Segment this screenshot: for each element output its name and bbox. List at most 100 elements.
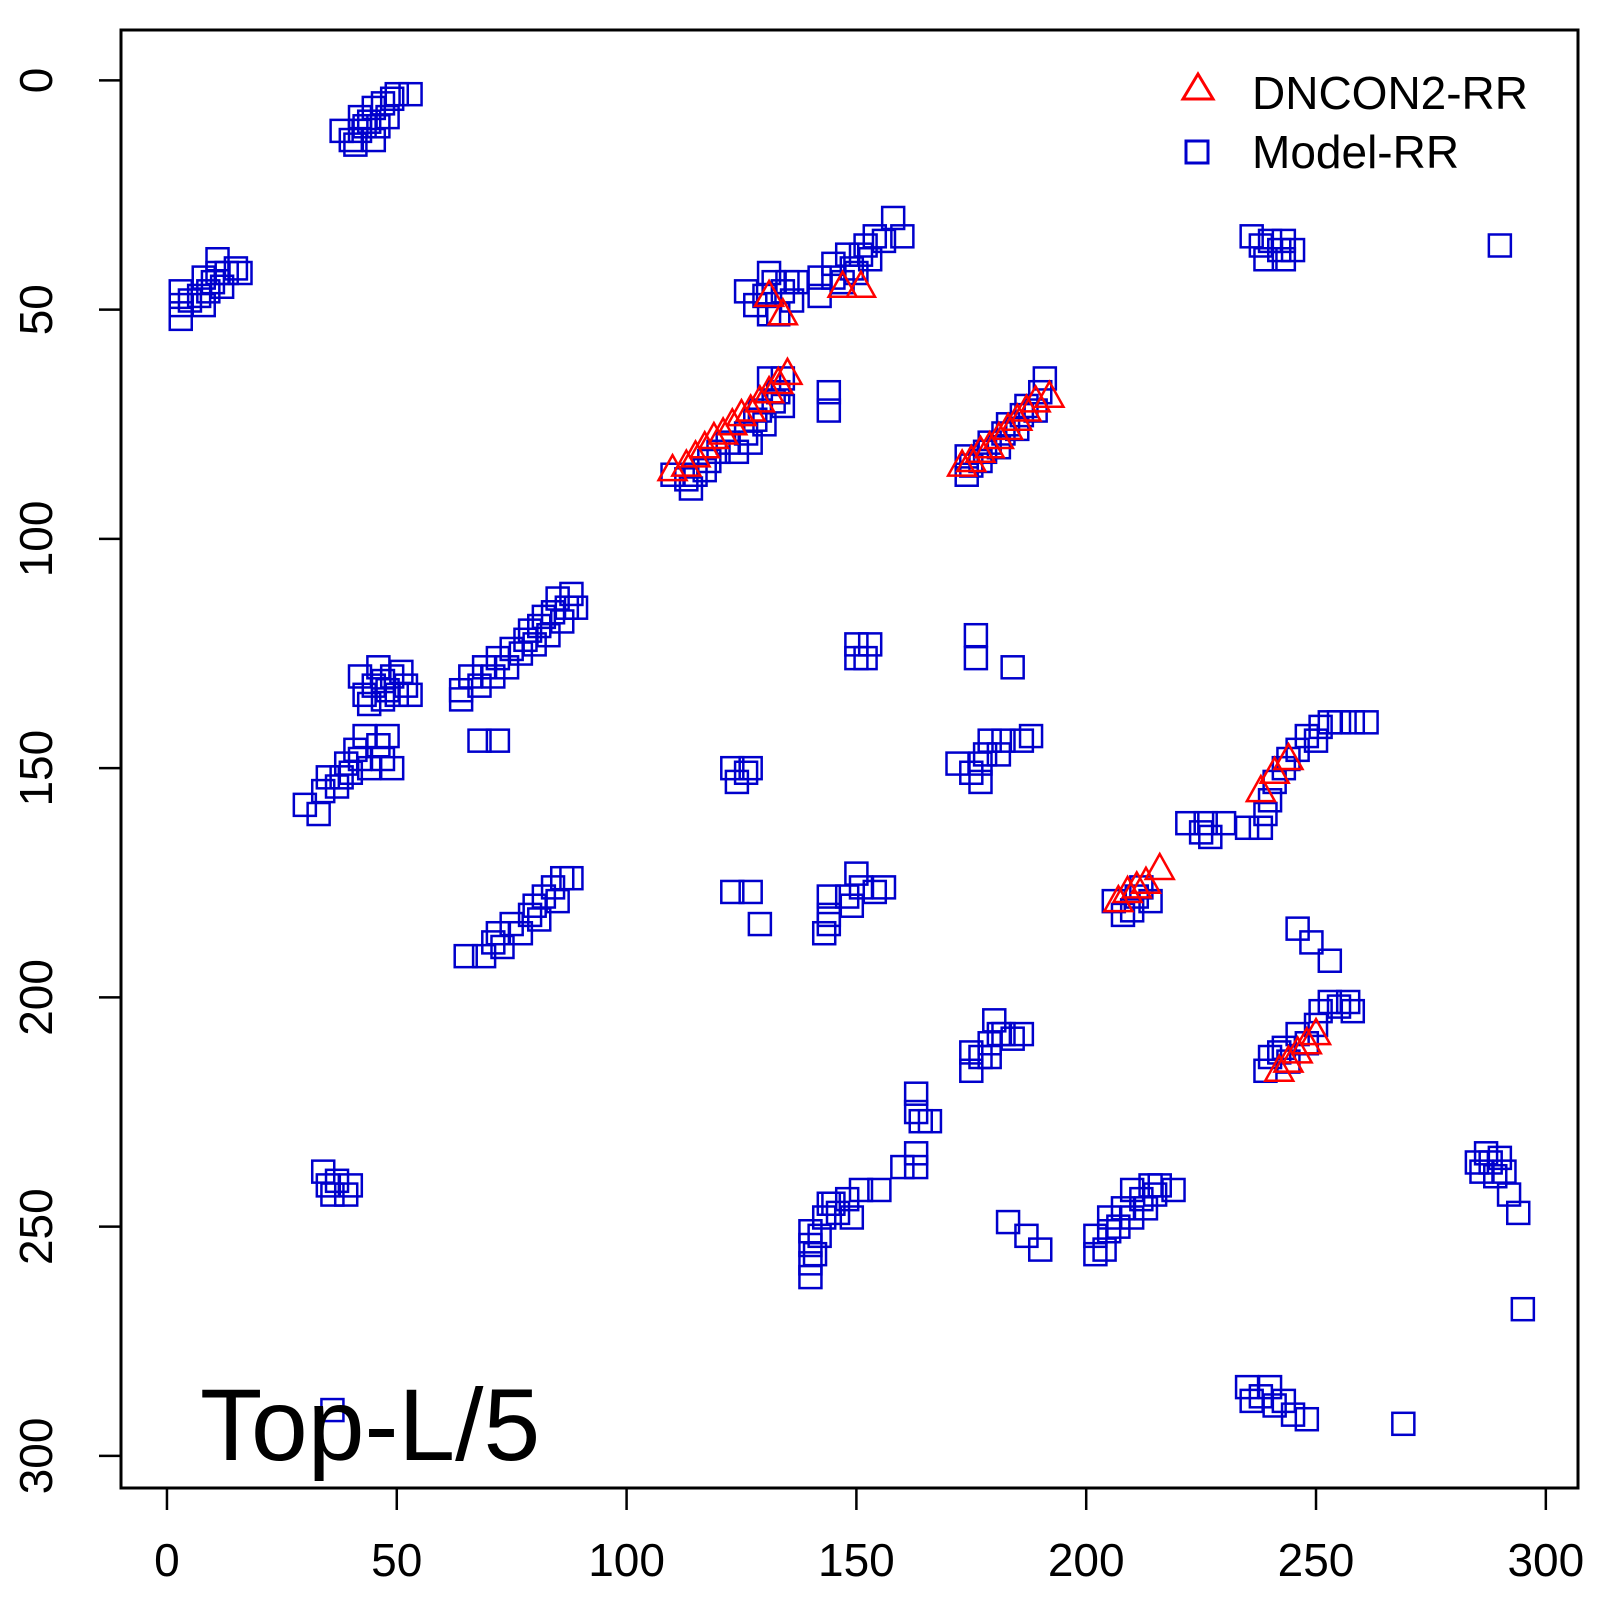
- model-rr-point: [825, 1200, 851, 1226]
- dncon2-rr-point: [1010, 392, 1043, 422]
- model-rr-point: [1009, 1021, 1035, 1047]
- model-rr-point: [1510, 1296, 1536, 1322]
- points-layer: [168, 81, 1536, 1437]
- model-rr-point: [1092, 1237, 1117, 1262]
- model-rr-point: [1487, 233, 1513, 258]
- model-rr-point: [816, 1191, 842, 1216]
- model-rr-point: [720, 879, 745, 905]
- dncon2-rr-point: [1033, 379, 1066, 409]
- model-rr-point: [1294, 723, 1320, 749]
- model-rr-point: [338, 1173, 364, 1198]
- model-rr-point: [991, 728, 1016, 753]
- model-rr-point: [968, 1044, 993, 1070]
- model-rr-point: [1188, 820, 1214, 845]
- model-rr-point: [1248, 815, 1274, 841]
- model-rr-point: [1326, 710, 1352, 735]
- model-rr-point: [1299, 930, 1324, 955]
- model-rr-point: [945, 751, 970, 776]
- y-tick-label: 300: [10, 1418, 62, 1495]
- dncon2-rr-point: [716, 406, 749, 436]
- model-rr-point: [1478, 1150, 1503, 1175]
- model-rr-point: [1303, 728, 1329, 753]
- model-rr-point: [1308, 998, 1333, 1024]
- y-tick-label: 150: [10, 730, 62, 807]
- model-rr-point: [1317, 948, 1343, 973]
- dncon2-rr-point: [688, 429, 721, 459]
- model-rr-point: [848, 242, 874, 267]
- model-rr-point: [347, 118, 373, 144]
- model-rr-point: [1257, 1374, 1283, 1400]
- model-rr-point: [963, 645, 989, 671]
- model-rr-point: [306, 801, 331, 827]
- model-rr-point: [214, 260, 239, 286]
- dncon2-rr-point: [945, 448, 979, 477]
- dncon2-rr-point: [1290, 1025, 1323, 1055]
- y-tick-label: 50: [10, 284, 62, 335]
- model-rr-point: [1308, 714, 1333, 740]
- model-rr-point: [968, 769, 993, 795]
- model-rr-point: [1129, 1186, 1154, 1212]
- model-rr-point: [379, 755, 405, 781]
- model-rr-point: [398, 682, 423, 708]
- x-tick-label: 50: [371, 1534, 422, 1586]
- model-rr-point: [499, 911, 524, 937]
- model-rr-point: [1018, 723, 1044, 749]
- model-rr-point: [1253, 801, 1278, 827]
- model-rr-point: [798, 1251, 823, 1276]
- x-axis: 0 50 100 150 200 250 300: [154, 1486, 1584, 1586]
- model-rr-point: [1096, 1218, 1122, 1244]
- model-rr-point: [559, 581, 584, 607]
- model-rr-point: [1119, 1205, 1145, 1230]
- model-rr-point: [209, 274, 235, 300]
- model-rr-point: [1027, 379, 1053, 405]
- model-rr-point: [458, 664, 483, 689]
- x-tick-label: 300: [1507, 1534, 1584, 1586]
- model-rr-point: [375, 723, 400, 749]
- dncon2-rr-point: [964, 434, 997, 464]
- model-rr-point: [1303, 1012, 1329, 1038]
- y-tick-label: 200: [10, 959, 62, 1036]
- model-rr-point: [1142, 1182, 1168, 1207]
- model-rr-point: [844, 260, 869, 286]
- model-rr-point: [1285, 916, 1310, 941]
- model-rr-point: [1271, 228, 1297, 254]
- model-rr-point: [324, 1168, 350, 1194]
- dncon2-rr-point: [1272, 741, 1305, 771]
- model-rr-point: [816, 398, 842, 423]
- dncon2-rr-point: [991, 411, 1025, 441]
- dncon2-rr-point: [1263, 1053, 1296, 1083]
- dncon2-rr-point: [982, 420, 1016, 450]
- model-rr-point: [811, 920, 837, 946]
- model-rr-point: [223, 256, 249, 281]
- model-rr-point: [1280, 1402, 1306, 1427]
- model-rr-point: [494, 655, 520, 680]
- model-rr-point: [1239, 224, 1264, 249]
- model-rr-point: [1505, 1200, 1531, 1226]
- dncon2-rr-point: [1129, 865, 1163, 895]
- legend-label-model: Model-RR: [1252, 126, 1459, 178]
- model-rr-point: [770, 279, 796, 304]
- model-rr-point: [862, 224, 888, 249]
- model-rr-point: [1354, 710, 1379, 735]
- model-rr-point: [540, 875, 566, 900]
- dncon2-rr-point: [771, 356, 804, 386]
- model-rr-point: [329, 765, 354, 790]
- model-rr-point: [747, 911, 773, 937]
- model-rr-point: [756, 260, 782, 286]
- model-rr-point: [1248, 1384, 1274, 1409]
- model-rr-point: [356, 109, 382, 134]
- dncon2-rr-point: [1019, 383, 1052, 413]
- model-rr-point: [324, 774, 350, 799]
- model-rr-point: [816, 911, 842, 937]
- model-rr-point: [513, 627, 538, 653]
- model-rr-point: [1335, 989, 1361, 1015]
- model-rr-point: [903, 1081, 929, 1106]
- model-rr-point: [549, 609, 575, 634]
- model-rr-point: [485, 728, 511, 753]
- model-rr-point: [1280, 237, 1306, 263]
- legend-label-dncon2: DNCON2-RR: [1252, 67, 1528, 119]
- model-rr-point: [384, 81, 410, 107]
- y-tick-label: 100: [10, 501, 62, 578]
- dncon2-rr-point: [1244, 773, 1277, 803]
- model-rr-point: [738, 879, 763, 905]
